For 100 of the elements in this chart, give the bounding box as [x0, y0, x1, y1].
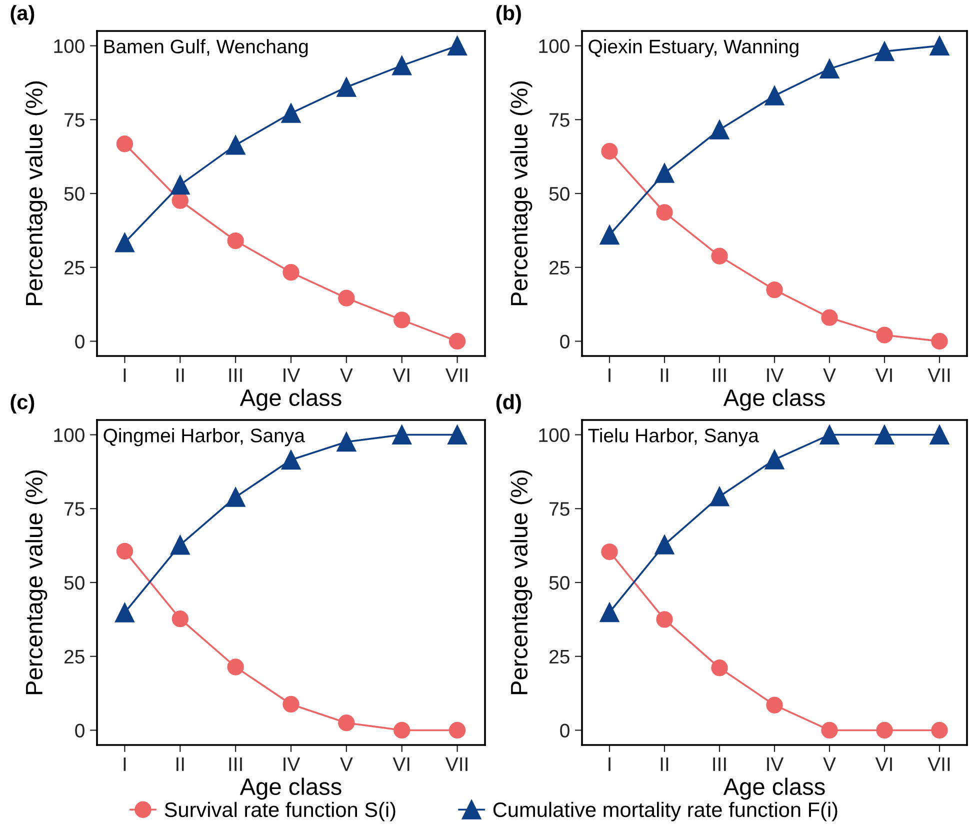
x-tick-label: IV [767, 368, 784, 382]
y-tick-label: 0 [75, 724, 84, 738]
chart-title: (d) [496, 394, 521, 414]
point [764, 86, 784, 106]
x-tick-label: V [823, 758, 836, 771]
y-axis-title: Percentage value (%) [510, 470, 532, 694]
point [170, 535, 190, 555]
y-axis-title: Percentage value (%) [25, 470, 48, 694]
point [821, 309, 838, 326]
legend-label: Survival rate function S(i) [164, 802, 396, 822]
point [448, 722, 466, 739]
x-tick-label: VII [445, 758, 468, 771]
point [281, 450, 301, 470]
chart-title: (b) [496, 5, 521, 24]
x-axis-title: Age class [240, 778, 342, 800]
point [392, 425, 412, 444]
point [448, 425, 468, 444]
x-tick-label: V [340, 368, 353, 382]
y-tick-label: 75 [64, 113, 84, 127]
y-tick-label: 50 [64, 186, 84, 201]
point [600, 225, 620, 245]
point [226, 135, 246, 155]
y-tick-label: 75 [64, 502, 84, 516]
x-tick-label: V [340, 758, 353, 771]
x-tick-label: III [713, 758, 726, 771]
point [821, 722, 838, 739]
y-tick-label: 100 [539, 428, 570, 442]
point [282, 264, 300, 281]
point [654, 534, 674, 554]
x-tick-label: III [229, 758, 242, 771]
x-tick-label: III [229, 368, 242, 382]
x-axis-title: Age class [723, 388, 825, 411]
chart-title: (a) [10, 5, 34, 24]
point [170, 175, 190, 195]
point [338, 714, 355, 732]
point [226, 487, 246, 507]
point [711, 248, 728, 264]
y-tick-label: 0 [560, 724, 570, 738]
x-tick-label: VII [445, 368, 468, 382]
point [931, 722, 948, 739]
x-tick-label: VI [392, 758, 410, 771]
x-tick-label: VI [392, 368, 410, 382]
point [601, 543, 618, 560]
x-tick-label: I [124, 368, 126, 382]
point [394, 312, 410, 328]
point [392, 56, 412, 76]
point [930, 36, 950, 56]
point [874, 425, 894, 444]
annotation: Tielu Harbor, Sanya [588, 428, 759, 446]
point [116, 542, 134, 560]
y-tick-label: 100 [54, 39, 84, 54]
point [601, 142, 618, 160]
point [930, 425, 950, 444]
x-tick-label: II [660, 368, 668, 382]
point [336, 432, 356, 452]
y-tick-label: 50 [549, 576, 570, 590]
point [876, 722, 893, 739]
y-tick-label: 50 [64, 576, 84, 590]
y-axis-title: Percentage value (%) [510, 81, 532, 306]
x-tick-label: VII [928, 368, 950, 382]
point [336, 77, 356, 97]
point [281, 103, 301, 123]
y-tick-label: 50 [549, 186, 570, 201]
x-tick-label: I [608, 368, 610, 382]
x-tick-label: IV [284, 758, 300, 771]
point [394, 722, 410, 739]
y-tick-label: 25 [64, 650, 84, 664]
y-tick-label: 25 [550, 260, 570, 275]
annotation: Bamen Gulf, Wenchang [104, 39, 308, 58]
x-tick-label: VII [928, 758, 950, 771]
point [282, 696, 300, 713]
point [448, 332, 466, 350]
point [711, 660, 728, 676]
x-tick-label: V [823, 368, 836, 382]
x-tick-label: II [660, 758, 668, 771]
point [766, 696, 783, 714]
point [764, 450, 784, 470]
point [710, 486, 730, 506]
x-tick-label: III [713, 368, 726, 382]
y-tick-label: 100 [539, 39, 570, 54]
point [766, 281, 783, 298]
point [654, 163, 674, 183]
point [820, 59, 840, 79]
chart-title: (c) [10, 394, 34, 414]
point [600, 602, 620, 622]
y-tick-label: 25 [64, 260, 84, 275]
x-tick-label: II [176, 758, 184, 771]
point [656, 204, 673, 221]
point [114, 602, 134, 622]
point [227, 232, 244, 250]
point [876, 326, 893, 344]
point [172, 610, 188, 628]
x-tick-label: II [176, 368, 184, 382]
point [448, 36, 468, 56]
y-tick-label: 100 [54, 428, 84, 442]
point [338, 290, 355, 306]
point [931, 332, 948, 350]
x-tick-label: VI [875, 758, 892, 771]
x-axis-title: Age class [723, 778, 825, 800]
annotation: Qingmei Harbor, Sanya [104, 428, 305, 446]
